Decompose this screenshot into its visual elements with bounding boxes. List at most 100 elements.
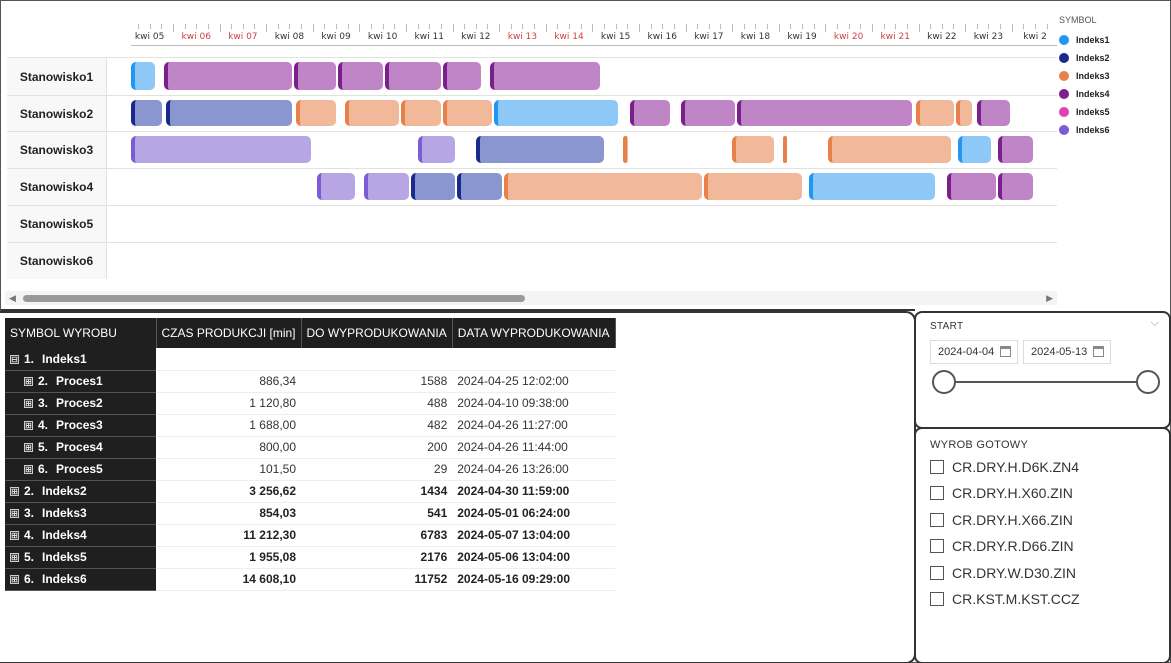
collapse-icon[interactable]: ⊟ (10, 355, 19, 365)
matrix-table: SYMBOL WYROBU CZAS PRODUKCJI [min] DO WY… (5, 318, 616, 591)
filter-option[interactable]: CR.DRY.H.X66.ZIN (930, 512, 1073, 528)
gantt-bar[interactable] (503, 173, 703, 200)
filter-option[interactable]: CR.KST.M.KST.CCZ (930, 591, 1080, 607)
expand-icon[interactable]: ⊞ (24, 465, 33, 475)
gantt-bar[interactable] (958, 136, 992, 163)
legend-item[interactable]: Indeks1 (1059, 31, 1169, 49)
checkbox[interactable] (930, 512, 944, 527)
gantt-bar[interactable] (827, 136, 952, 163)
symbol-cell[interactable]: ⊞ 3. Proces2 (5, 392, 156, 415)
filter-option[interactable]: CR.DRY.H.D6K.ZN4 (930, 459, 1079, 475)
timeline-tick (930, 24, 932, 29)
gantt-bar[interactable] (976, 100, 1010, 126)
filter-option[interactable]: CR.DRY.H.X60.ZIN (930, 485, 1073, 501)
scrollbar-thumb[interactable] (23, 295, 525, 302)
expand-icon[interactable]: ⊞ (10, 553, 19, 563)
start-date-to[interactable]: 2024-05-13 (1023, 340, 1111, 364)
symbol-cell[interactable]: ⊞ 2. Indeks2 (5, 480, 156, 503)
header-data[interactable]: DATA WYPRODUKOWANIA (452, 318, 616, 348)
gantt-bar[interactable] (489, 62, 600, 90)
gantt-bar[interactable] (296, 100, 337, 126)
gantt-bar[interactable] (401, 100, 442, 126)
gantt-bar[interactable] (417, 136, 456, 163)
gantt-bar[interactable] (997, 136, 1034, 163)
symbol-cell[interactable]: ⊞ 3. Indeks3 (5, 502, 156, 525)
date-range-slider[interactable] (944, 381, 1150, 383)
gantt-bar[interactable] (443, 62, 481, 90)
gantt-bar[interactable] (345, 100, 400, 126)
gantt-bar[interactable] (294, 62, 337, 90)
chevron-down-icon[interactable]: ⌵ (1150, 317, 1159, 329)
symbol-cell[interactable]: ⊞ 6. Indeks6 (5, 568, 156, 591)
timeline-tick (662, 24, 664, 29)
symbol-cell[interactable]: ⊞ 2. Proces1 (5, 370, 156, 393)
legend-item[interactable]: Indeks6 (1059, 121, 1169, 139)
slider-handle-start[interactable] (932, 370, 956, 394)
gantt-bar[interactable] (494, 100, 619, 126)
expand-icon[interactable]: ⊞ (24, 399, 33, 409)
gantt-bar[interactable] (163, 62, 293, 90)
start-date-from[interactable]: 2024-04-04 (930, 340, 1018, 364)
checkbox[interactable] (930, 460, 944, 474)
gantt-bar[interactable] (783, 136, 788, 163)
scroll-left-icon[interactable]: ◀ (9, 293, 16, 303)
gantt-bar[interactable] (732, 136, 775, 163)
expand-icon[interactable]: ⊞ (24, 377, 33, 387)
timeline-tick (1011, 24, 1013, 32)
symbol-cell[interactable]: ⊞ 5. Indeks5 (5, 546, 156, 569)
gantt-bar[interactable] (997, 173, 1034, 200)
symbol-cell[interactable]: ⊟ 1. Indeks1 (5, 348, 156, 371)
gantt-bar[interactable] (338, 62, 383, 90)
gantt-bar[interactable] (622, 136, 628, 163)
expand-icon[interactable]: ⊞ (24, 443, 33, 453)
gantt-bar[interactable] (704, 173, 803, 200)
symbol-cell[interactable]: ⊞ 6. Proces5 (5, 458, 156, 481)
gantt-bar[interactable] (384, 62, 442, 90)
expand-icon[interactable]: ⊞ (10, 531, 19, 541)
gantt-bar[interactable] (317, 173, 355, 200)
filter-option[interactable]: CR.DRY.W.D30.ZIN (930, 565, 1076, 581)
expand-icon[interactable]: ⊞ (10, 487, 19, 497)
gantt-bar[interactable] (736, 100, 912, 126)
scroll-right-icon[interactable]: ▶ (1046, 293, 1053, 303)
gantt-bar[interactable] (457, 173, 502, 200)
header-symbol[interactable]: SYMBOL WYROBU (5, 318, 157, 348)
gantt-bar[interactable] (165, 100, 293, 126)
gantt-bar[interactable] (131, 62, 155, 90)
gantt-bar[interactable] (364, 173, 409, 200)
checkbox[interactable] (930, 565, 944, 580)
checkbox[interactable] (930, 486, 944, 501)
gantt-bar[interactable] (809, 173, 936, 200)
gantt-bar[interactable] (475, 136, 605, 163)
gantt-bar[interactable] (629, 100, 670, 126)
legend-item[interactable]: Indeks4 (1059, 85, 1169, 103)
symbol-cell[interactable]: ⊞ 5. Proces4 (5, 436, 156, 459)
symbol-cell[interactable]: ⊞ 4. Proces3 (5, 414, 156, 437)
expand-icon[interactable]: ⊞ (10, 509, 19, 519)
gantt-bar[interactable] (131, 136, 311, 163)
header-czas[interactable]: CZAS PRODUKCJI [min] (156, 318, 302, 348)
filter-option[interactable]: CR.DRY.R.D66.ZIN (930, 538, 1074, 554)
legend-item[interactable]: Indeks3 (1059, 67, 1169, 85)
slider-handle-end[interactable] (1136, 370, 1160, 394)
header-do[interactable]: DO WYPRODUKOWANIA (301, 318, 453, 348)
legend-item[interactable]: Indeks5 (1059, 103, 1169, 121)
legend-item[interactable]: Indeks2 (1059, 49, 1169, 67)
gantt-bar[interactable] (131, 100, 162, 126)
checkbox[interactable] (930, 539, 944, 554)
gantt-bar[interactable] (410, 173, 456, 200)
expand-icon[interactable]: ⊞ (10, 575, 19, 585)
gantt-bar[interactable] (443, 100, 493, 126)
gantt-bar[interactable] (946, 173, 996, 200)
checkbox[interactable] (930, 592, 944, 606)
timeline-tick (161, 24, 163, 29)
gantt-bar[interactable] (916, 100, 954, 126)
gantt-bar[interactable] (680, 100, 735, 126)
gantt-bar[interactable] (955, 100, 973, 126)
horizontal-scrollbar[interactable]: ◀ ▶ (5, 291, 1057, 305)
expand-icon[interactable]: ⊞ (24, 421, 33, 431)
calendar-icon[interactable] (1093, 346, 1104, 357)
calendar-icon[interactable] (1000, 346, 1011, 357)
filter-option-label: CR.KST.M.KST.CCZ (952, 591, 1080, 607)
symbol-cell[interactable]: ⊞ 4. Indeks4 (5, 524, 156, 547)
